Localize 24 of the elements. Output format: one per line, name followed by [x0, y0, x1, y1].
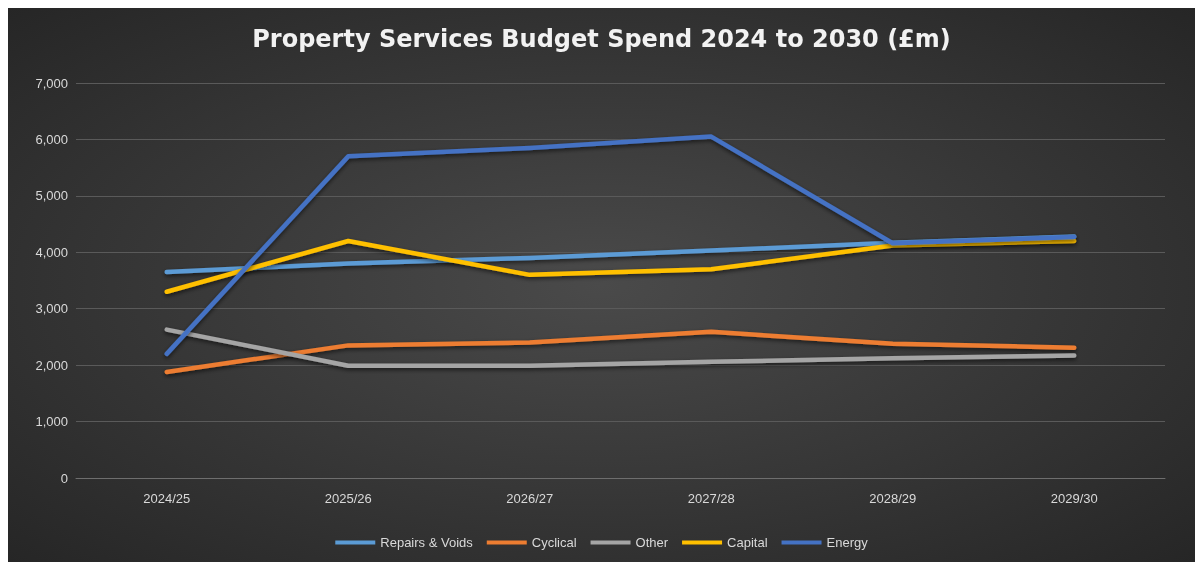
- legend-label: Capital: [727, 535, 768, 550]
- line-series: [164, 238, 1077, 295]
- x-tick-label: 2027/28: [687, 491, 735, 506]
- y-tick-label: 7,000: [35, 75, 68, 91]
- y-tick-label: 5,000: [35, 188, 68, 204]
- legend-label: Cyclical: [531, 535, 577, 550]
- chart-title: Property Services Budget Spend 2024 to 2030 (£m): [252, 25, 951, 53]
- x-tick-label: 2024/25: [143, 491, 191, 506]
- y-tick-label: 6,000: [35, 131, 68, 147]
- x-tick-label: 2026/27: [506, 491, 554, 506]
- legend-label: Other: [635, 535, 669, 550]
- y-tick-label: 2,000: [35, 357, 68, 373]
- y-tick-label: 4,000: [35, 244, 68, 260]
- y-tick-label: 1,000: [35, 414, 68, 430]
- y-tick-label: 0: [60, 470, 68, 486]
- legend-label: Repairs & Voids: [380, 535, 474, 550]
- x-tick-label: 2029/30: [1050, 491, 1098, 506]
- legend-label: Energy: [826, 535, 869, 550]
- line-series: [164, 134, 1077, 357]
- line-series: [164, 327, 1077, 368]
- x-tick-label: 2025/26: [324, 491, 372, 506]
- line-series: [164, 329, 1077, 375]
- x-tick-label: 2028/29: [869, 491, 917, 506]
- y-tick-label: 3,000: [35, 301, 68, 317]
